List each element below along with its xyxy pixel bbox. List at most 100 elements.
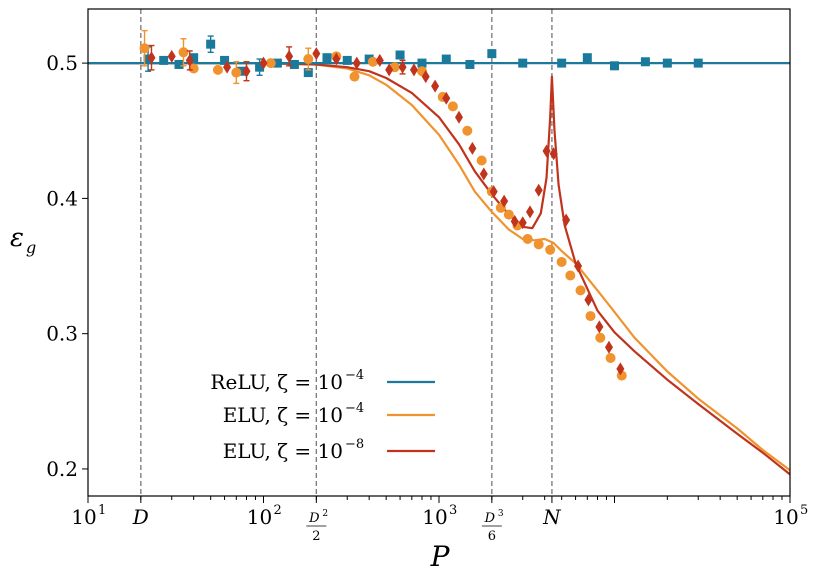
fraction-denominator: 2 bbox=[312, 529, 320, 544]
data-points bbox=[139, 29, 703, 381]
data-point-elu-1e-8 bbox=[352, 56, 361, 70]
data-point-elu-1e-4 bbox=[447, 101, 458, 112]
data-point-relu bbox=[518, 58, 528, 68]
legend-label: ELU, ζ = 10 bbox=[223, 403, 343, 427]
data-point-relu bbox=[220, 55, 230, 65]
data-point-relu bbox=[465, 59, 475, 69]
x-marker-fraction-D3/6: D 36 bbox=[481, 509, 504, 544]
y-axis-label-sub: g bbox=[26, 238, 36, 257]
data-point-relu bbox=[582, 53, 592, 63]
plot-area bbox=[88, 9, 790, 496]
x-tick-exponent: 3 bbox=[449, 503, 457, 518]
data-point-elu-1e-8 bbox=[542, 144, 551, 158]
data-point-elu-1e-8 bbox=[604, 340, 613, 354]
data-point-relu bbox=[693, 58, 703, 68]
data-point-elu-1e-8 bbox=[562, 213, 571, 227]
data-point-relu bbox=[640, 57, 650, 67]
x-tick-label: 10 2 bbox=[247, 503, 282, 529]
data-point-relu bbox=[662, 58, 672, 68]
legend-label: ReLU, ζ = 10 bbox=[210, 370, 343, 394]
legend-label: ELU, ζ = 10 bbox=[223, 439, 343, 463]
x-tick-label: 10 5 bbox=[773, 503, 808, 529]
x-marker-label-N: N bbox=[542, 505, 562, 529]
data-point-relu bbox=[441, 54, 451, 64]
data-point-relu bbox=[557, 58, 567, 68]
data-point-elu-1e-8 bbox=[510, 214, 519, 228]
x-tick-exponent: 5 bbox=[800, 503, 808, 518]
data-point-elu-1e-8 bbox=[385, 63, 394, 77]
x-marker-labels: D D 22D 36N bbox=[132, 496, 562, 544]
x-tick-exponent: 1 bbox=[98, 503, 106, 518]
data-point-relu bbox=[159, 55, 169, 65]
data-point-elu-1e-8 bbox=[518, 216, 527, 230]
data-point-elu-1e-8 bbox=[259, 56, 268, 70]
x-tick-base: 10 bbox=[71, 505, 96, 529]
data-point-elu-1e-8 bbox=[468, 141, 477, 155]
legend-entry-1: ELU, ζ = 10 −4 bbox=[223, 401, 435, 427]
x-axis: 10 1 10 2 10 3 10 5 bbox=[71, 496, 808, 529]
legend-exponent: −8 bbox=[345, 437, 364, 452]
data-point-elu-1e-4 bbox=[367, 56, 378, 67]
data-point-elu-1e-8 bbox=[584, 293, 593, 307]
data-point-elu-1e-4 bbox=[595, 332, 606, 343]
y-axis-label-main: ε bbox=[10, 223, 24, 253]
y-tick-label: 0.5 bbox=[46, 51, 78, 75]
fraction-numerator: D bbox=[308, 511, 320, 526]
fraction-numerator: D bbox=[484, 511, 496, 526]
data-point-elu-1e-4 bbox=[545, 244, 556, 255]
fraction-numerator-exponent: 3 bbox=[498, 509, 504, 519]
data-point-relu bbox=[417, 58, 427, 68]
legend-entry-0: ReLU, ζ = 10 −4 bbox=[210, 368, 435, 394]
data-point-elu-1e-4 bbox=[522, 233, 533, 244]
data-point-relu bbox=[289, 59, 299, 69]
data-point-relu bbox=[303, 68, 313, 78]
data-point-relu bbox=[174, 59, 184, 69]
series-line-2 bbox=[88, 61, 791, 476]
data-point-elu-1e-4 bbox=[303, 54, 314, 65]
data-point-elu-1e-4 bbox=[231, 67, 242, 78]
data-point-elu-1e-8 bbox=[167, 49, 176, 63]
data-point-elu-1e-4 bbox=[265, 58, 276, 69]
legend-entry-2: ELU, ζ = 10 −8 bbox=[223, 437, 435, 463]
data-point-elu-1e-4 bbox=[556, 256, 567, 267]
data-point-relu bbox=[272, 58, 282, 68]
data-point-elu-1e-8 bbox=[421, 70, 430, 84]
x-tick-base: 10 bbox=[773, 505, 798, 529]
data-point-relu bbox=[395, 50, 405, 60]
y-axis-label: ε g bbox=[10, 223, 36, 257]
data-point-relu bbox=[255, 62, 265, 72]
data-point-elu-1e-4 bbox=[503, 209, 514, 220]
data-point-elu-1e-8 bbox=[489, 185, 498, 199]
y-tick-label: 0.4 bbox=[46, 186, 78, 210]
data-point-relu bbox=[610, 61, 619, 71]
data-point-elu-1e-8 bbox=[409, 63, 418, 77]
data-point-elu-1e-4 bbox=[188, 63, 199, 74]
data-point-elu-1e-8 bbox=[398, 60, 407, 74]
data-point-elu-1e-4 bbox=[605, 353, 616, 364]
y-tick-label: 0.3 bbox=[46, 322, 78, 346]
data-point-elu-1e-8 bbox=[574, 259, 583, 273]
data-point-elu-1e-8 bbox=[185, 53, 194, 67]
data-point-relu bbox=[143, 54, 153, 64]
data-point-elu-1e-8 bbox=[454, 110, 463, 124]
data-point-elu-1e-4 bbox=[575, 285, 586, 296]
legend-exponent: −4 bbox=[345, 368, 364, 383]
data-point-elu-1e-8 bbox=[595, 320, 604, 334]
x-marker-fraction-D2/2: D 22 bbox=[306, 509, 328, 544]
y-axis: 0.2 0.3 0.4 0.5 bbox=[46, 51, 88, 481]
data-point-elu-1e-4 bbox=[476, 155, 487, 166]
data-point-elu-1e-8 bbox=[442, 91, 451, 105]
data-point-elu-1e-8 bbox=[479, 167, 488, 181]
data-point-relu bbox=[189, 53, 199, 63]
data-point-elu-1e-8 bbox=[332, 52, 341, 66]
data-point-elu-1e-8 bbox=[534, 183, 543, 197]
data-point-elu-1e-8 bbox=[375, 53, 384, 67]
x-axis-label: P bbox=[430, 540, 451, 573]
data-point-elu-1e-8 bbox=[525, 205, 534, 219]
data-point-elu-1e-4 bbox=[533, 239, 544, 250]
fraction-denominator: 6 bbox=[488, 529, 496, 544]
data-point-elu-1e-4 bbox=[212, 64, 223, 75]
data-point-relu bbox=[322, 53, 332, 63]
